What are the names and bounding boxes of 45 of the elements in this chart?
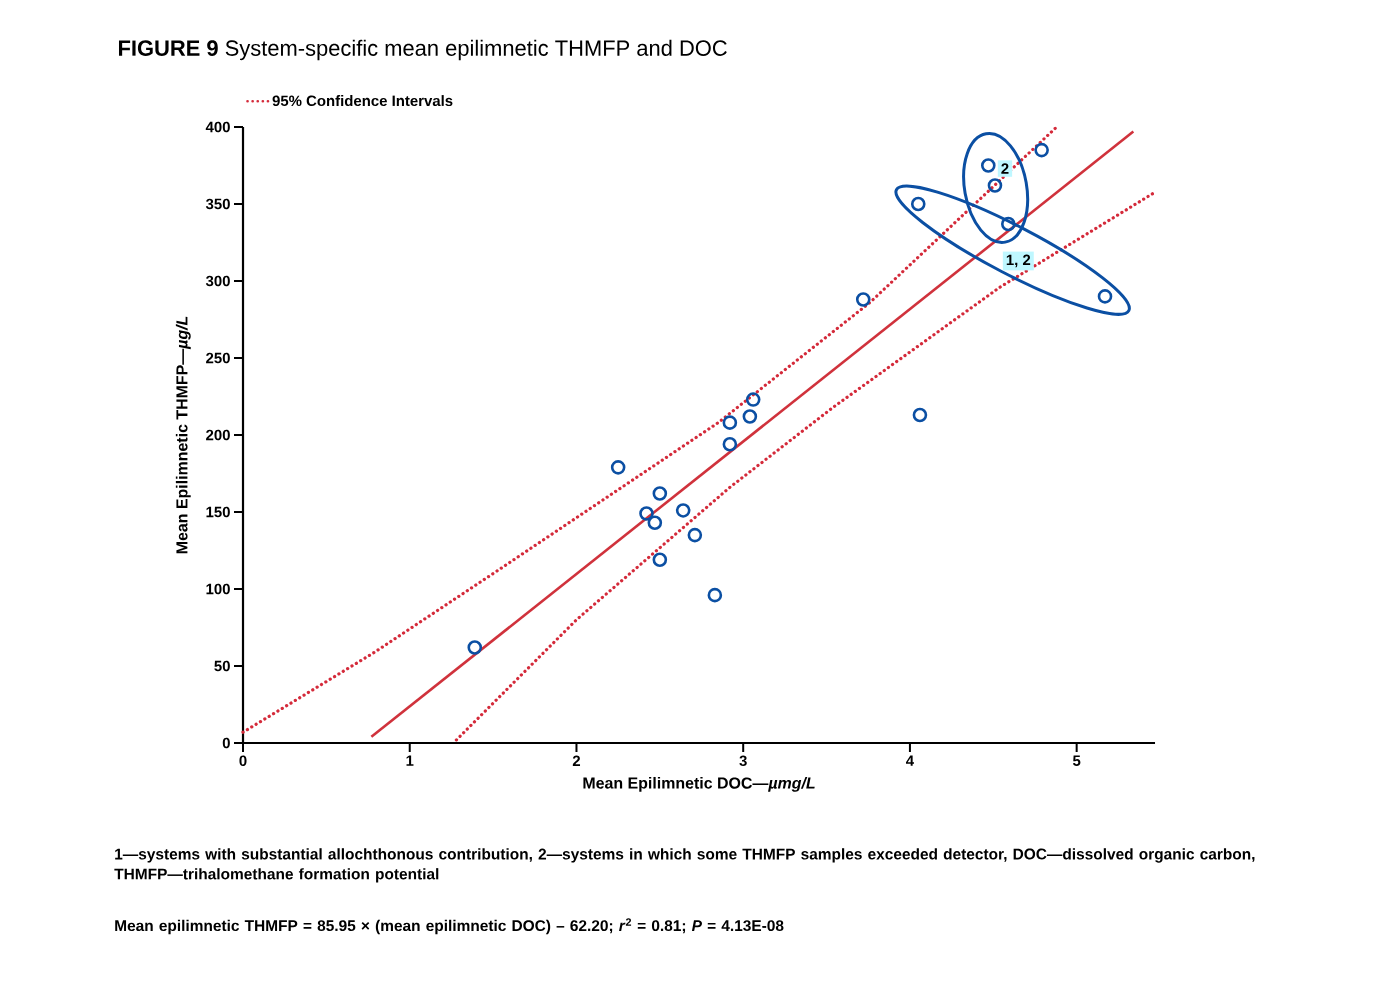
point <box>675 503 691 518</box>
line-series <box>241 125 1059 734</box>
legend-label: 95% Confidence Intervals <box>272 95 453 107</box>
point <box>652 552 668 568</box>
y-tick-label: 50 <box>214 660 230 672</box>
text: 1—systems with substantial allochthonous contribution, 2—systems in which some THMFP samples exceeded detector, DOC—dissolved organic carbon, THMFP—trihalomethane formation potential <box>114 848 1255 883</box>
point <box>980 158 996 173</box>
point <box>987 178 1003 193</box>
point <box>639 506 654 521</box>
x-tick-label: 5 <box>1072 755 1081 766</box>
line-series <box>454 191 1155 742</box>
x-tick-label: 2 <box>572 755 581 766</box>
y-tick-label: 150 <box>206 506 230 518</box>
x-tick-label: 3 <box>739 755 747 767</box>
point <box>855 292 871 307</box>
point <box>912 407 928 423</box>
x-tick-label: 0 <box>239 755 247 767</box>
point <box>707 587 723 603</box>
point <box>610 460 626 475</box>
y-tick-label: 400 <box>205 121 230 133</box>
y-tick-label: 100 <box>206 583 230 595</box>
x-tick-label: 1 <box>406 755 414 766</box>
y-tick-label: 0 <box>222 737 230 749</box>
point <box>745 392 761 407</box>
point <box>742 409 758 424</box>
point <box>1097 289 1113 304</box>
y-tick-label: 200 <box>206 429 230 441</box>
chart-title: FIGURE 9 System-specific mean epilimnetic THMFP and DOC <box>118 39 727 61</box>
point <box>647 515 663 531</box>
text: Mean epilimnetic THMFP = 85.95 × (mean epilimnetic DOC) – 62.20; r$^{2}$ = 0.81; P = 4.13E-08 <box>115 918 784 935</box>
x-axis-title: Mean Epilimnetic DOC—µmg/L <box>583 776 815 792</box>
point <box>1034 142 1049 158</box>
y-tick-label: 350 <box>205 198 230 210</box>
annotation: 2 <box>1001 163 1009 174</box>
point <box>910 196 926 212</box>
y-tick-label: 250 <box>206 352 230 364</box>
x-tick-label: 4 <box>905 755 915 766</box>
point <box>467 640 483 655</box>
point <box>1001 216 1016 232</box>
y-tick-label: 300 <box>205 275 230 287</box>
point <box>687 527 703 543</box>
point <box>652 486 668 501</box>
point <box>722 415 738 430</box>
point <box>722 436 738 452</box>
annotation: 1, 2 <box>1006 254 1031 268</box>
